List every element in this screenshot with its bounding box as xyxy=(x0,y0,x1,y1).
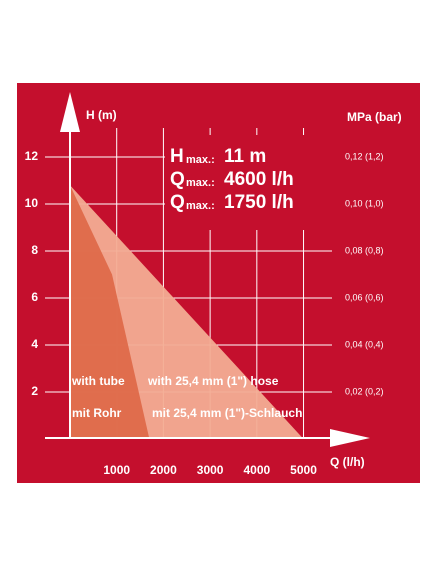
y-tick-label: 8 xyxy=(31,243,38,257)
y2-tick-label: 0,06 (0,6) xyxy=(345,292,384,302)
annotation-symbol: H xyxy=(170,146,184,167)
annotation-text: 4600 l/h xyxy=(224,169,294,190)
annotation-sub: max.: xyxy=(186,177,215,189)
annotation-symbol: Q xyxy=(170,169,185,190)
y-arrow xyxy=(60,92,80,132)
y-tick-label: 12 xyxy=(25,149,39,163)
annotation-symbol: Q xyxy=(170,192,185,213)
x-tick-label: 5000 xyxy=(290,463,317,477)
annotation-text: 11 m xyxy=(224,146,266,167)
y-tick-label: 10 xyxy=(25,196,39,210)
legend-label: mit Rohr xyxy=(72,406,122,420)
y2-axis-label: MPa (bar) xyxy=(347,110,402,124)
y2-tick-label: 0,10 (1,0) xyxy=(345,198,384,208)
x-arrow xyxy=(330,429,370,447)
legend-label: with 25,4 mm (1") hose xyxy=(147,374,279,388)
x-tick-label: 1000 xyxy=(103,463,130,477)
annotation-sub: max.: xyxy=(186,154,215,166)
y2-tick-label: 0,04 (0,4) xyxy=(345,339,384,349)
y2-tick-label: 0,02 (0,2) xyxy=(345,386,384,396)
annotation-sub: max.: xyxy=(186,200,215,212)
x-tick-label: 2000 xyxy=(150,463,177,477)
y2-tick-label: 0,12 (1,2) xyxy=(345,151,384,161)
y-axis-label: H (m) xyxy=(86,108,117,122)
y-tick-label: 6 xyxy=(31,290,38,304)
legend-label: with tube xyxy=(71,374,125,388)
areas xyxy=(70,185,304,439)
y-tick-label: 4 xyxy=(31,337,38,351)
legend-label: mit 25,4 mm (1")-Schlauch xyxy=(152,406,302,420)
area xyxy=(70,185,150,439)
x-tick-label: 4000 xyxy=(243,463,270,477)
annotation-text: 1750 l/h xyxy=(224,192,294,213)
x-tick-label: 3000 xyxy=(197,463,224,477)
x-axis-label: Q (l/h) xyxy=(330,455,365,469)
y-tick-label: 2 xyxy=(31,384,38,398)
annotation-backdrop xyxy=(165,135,335,230)
y2-tick-label: 0,08 (0,8) xyxy=(345,245,384,255)
